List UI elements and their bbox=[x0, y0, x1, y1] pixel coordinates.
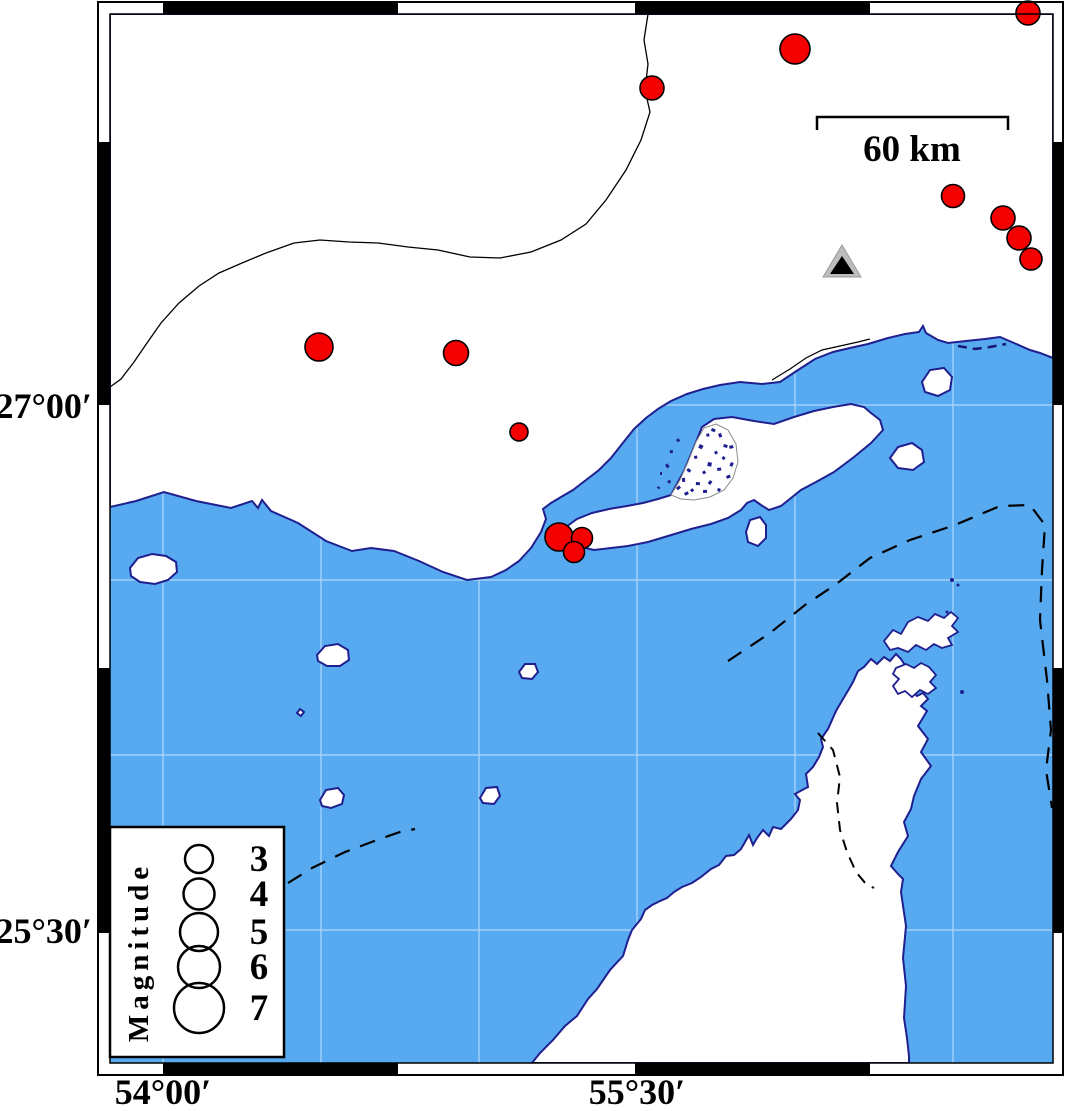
mangrove-islet bbox=[682, 477, 686, 482]
coastal-dashes bbox=[957, 342, 1007, 351]
mangrove-islet bbox=[717, 467, 722, 471]
mangrove-islet bbox=[676, 485, 681, 491]
legend-box bbox=[108, 825, 286, 1059]
legend-magnitude-label: 3 bbox=[250, 839, 269, 880]
hormuz-island bbox=[920, 366, 954, 398]
rock-islets bbox=[945, 578, 964, 694]
border-dashed-line bbox=[817, 732, 875, 889]
fjord-island-1 bbox=[882, 610, 960, 654]
earthquake-marker bbox=[562, 540, 586, 564]
mangrove-islet bbox=[667, 480, 671, 484]
bathymetry-contour-main bbox=[727, 503, 1053, 809]
mainland-coastline bbox=[110, 14, 1053, 582]
mangrove-islet bbox=[707, 461, 712, 467]
mangrove-islets bbox=[656, 427, 734, 496]
legend-circle bbox=[182, 877, 216, 911]
legend-magnitude-label: 6 bbox=[250, 947, 269, 988]
coastal-boundary-line bbox=[771, 338, 871, 381]
scale-bar-bracket bbox=[815, 115, 1010, 130]
mangrove-islet bbox=[690, 488, 695, 493]
mangrove-islet bbox=[698, 444, 704, 450]
earthquake-marker bbox=[1019, 247, 1043, 271]
mangrove-islet bbox=[703, 489, 708, 493]
mangrove-flat-outline bbox=[670, 423, 739, 501]
earthquake-marker bbox=[779, 33, 811, 65]
mangrove-islet bbox=[721, 456, 726, 461]
legend-magnitude-label: 7 bbox=[250, 988, 269, 1029]
mangrove-islet bbox=[707, 480, 713, 485]
mangrove-islet bbox=[710, 427, 716, 433]
mangrove-islet bbox=[684, 491, 689, 496]
latitude-label: 25°30′ bbox=[0, 911, 92, 951]
mangrove-islet bbox=[675, 438, 681, 443]
musandam-peninsula bbox=[530, 652, 933, 1063]
earthquake-markers bbox=[304, 0, 1043, 564]
frame-outer-border bbox=[97, 1, 1064, 1076]
mangrove-islet bbox=[656, 486, 661, 490]
frame-inner-border bbox=[109, 13, 1054, 1064]
mangrove-islet bbox=[660, 471, 663, 475]
legend-circle bbox=[178, 911, 220, 953]
earthquake-marker bbox=[442, 339, 470, 367]
earthquake-marker bbox=[1006, 225, 1032, 251]
mangrove-islet bbox=[717, 432, 723, 438]
scale-bar-label: 60 km bbox=[863, 129, 961, 170]
earthquake-marker bbox=[940, 183, 966, 209]
mangrove-islet bbox=[706, 433, 710, 437]
mangrove-islet bbox=[702, 470, 707, 475]
mangrove-islet bbox=[717, 487, 721, 492]
legend-title: Magnitude bbox=[123, 862, 155, 1042]
mangrove-islet bbox=[665, 463, 670, 469]
larak-island bbox=[888, 441, 926, 472]
mangrove-islet bbox=[686, 468, 692, 473]
hengam-island bbox=[744, 515, 767, 548]
earthquake-marker bbox=[1015, 0, 1041, 26]
earthquake-marker bbox=[509, 422, 529, 442]
fjord-island-2 bbox=[891, 661, 938, 699]
earthquake-marker bbox=[304, 332, 334, 362]
small-islands bbox=[128, 366, 954, 810]
mangrove-islet bbox=[726, 474, 731, 479]
mangrove-islet bbox=[714, 450, 719, 455]
legend-circle bbox=[183, 843, 215, 875]
mangrove-islet bbox=[669, 450, 673, 454]
legend-magnitude-label: 4 bbox=[250, 874, 269, 915]
mangrove-islet bbox=[729, 462, 734, 467]
mangrove-islet bbox=[695, 482, 700, 486]
province-boundary-line bbox=[110, 14, 651, 388]
scale-bar: 60 km bbox=[815, 115, 1010, 170]
latitude-label: 27°00′ bbox=[0, 386, 92, 426]
bathymetry-contour-sw bbox=[287, 827, 416, 884]
mangrove-islet bbox=[729, 445, 734, 449]
legend-circle bbox=[172, 981, 226, 1035]
legend-magnitude-label: 5 bbox=[250, 912, 269, 953]
earthquake-marker bbox=[639, 75, 665, 101]
frame-segments bbox=[98, 2, 1063, 1075]
station-triangle bbox=[822, 244, 862, 278]
mangrove-islet bbox=[723, 444, 728, 448]
earthquake-marker bbox=[990, 205, 1016, 231]
legend-circle bbox=[176, 944, 222, 990]
mangrove-islet bbox=[694, 455, 698, 459]
longitude-label: 55°30′ bbox=[589, 1072, 686, 1111]
axis-labels: 27°00′ 25°30′ 54°00′ 55°30′ bbox=[0, 386, 685, 1111]
longitude-label: 54°00′ bbox=[115, 1072, 212, 1111]
